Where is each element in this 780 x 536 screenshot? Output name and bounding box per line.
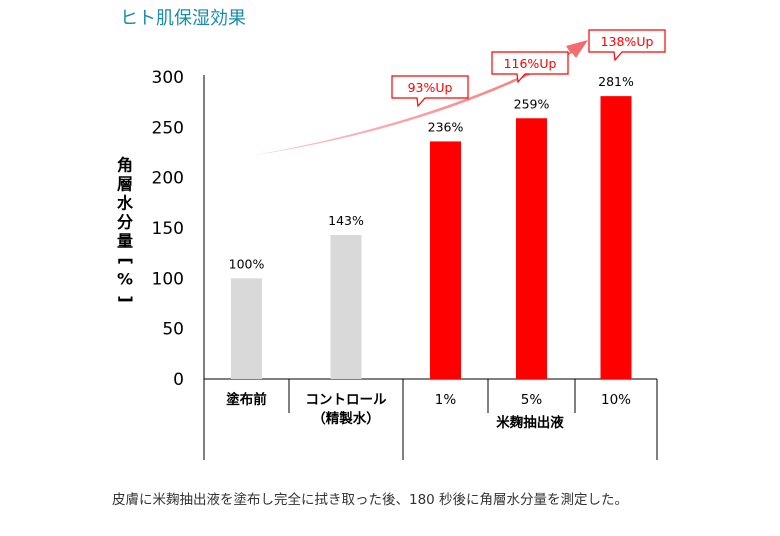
- value-label-5: 281%: [598, 74, 634, 89]
- group-label: 米麹抽出液: [496, 414, 564, 431]
- callout-text-2: 116%Up: [504, 56, 557, 71]
- bar-3: [430, 141, 461, 379]
- category-label-2: コントロール: [306, 392, 387, 408]
- y-axis-label-char: 層: [117, 175, 133, 194]
- callout-box-3: [588, 29, 666, 62]
- y-axis-label-char: 量: [117, 232, 133, 251]
- labels: 0 50 100 150 200 250 300 角層水分量 [%] 100% 143% 236% 25…: [117, 68, 634, 431]
- y-tick-label-100: 100: [152, 269, 184, 289]
- callout-text-3: 138%Up: [601, 34, 654, 49]
- callout-1: 93%Up: [391, 75, 469, 108]
- category-label-5: 10%: [601, 392, 631, 408]
- value-label-3: 236%: [428, 119, 464, 134]
- callout-2: 116%Up: [491, 51, 569, 84]
- y-axis-label-char: 分: [117, 213, 133, 232]
- bar-5: [600, 96, 632, 380]
- bar-2: [330, 235, 362, 379]
- y-axis-label-char: 角: [117, 156, 133, 175]
- category-label-4: 5%: [521, 392, 543, 408]
- y-axis-label-char: ]: [117, 295, 136, 302]
- callout-text-1: 93%Up: [408, 80, 453, 95]
- bar-4: [516, 118, 547, 380]
- y-axis-label-char: [: [117, 257, 136, 264]
- y-tick-label-200: 200: [152, 169, 184, 189]
- callout-box-1: [391, 75, 469, 108]
- y-tick-label-250: 250: [152, 118, 184, 138]
- y-tick-label-0: 0: [173, 370, 184, 390]
- annotations: 93%Up 116%Up 138%Up: [250, 29, 666, 156]
- value-label-4: 259%: [514, 96, 550, 111]
- bar-chart: 0 50 100 150 200 250 300 角層水分量 [%] 100% 143% 236% 25…: [117, 29, 666, 460]
- y-tick-label-300: 300: [152, 68, 184, 88]
- bars: [231, 96, 632, 380]
- callout-box-2: [491, 51, 569, 84]
- callout-3: 138%Up: [588, 29, 666, 62]
- y-axis-label-char: %: [117, 270, 133, 289]
- y-tick-label-50: 50: [162, 320, 184, 340]
- value-label-2: 143%: [328, 213, 364, 228]
- category-label-1: 塗布前: [226, 391, 267, 408]
- category-label-2: （精製水）: [312, 410, 380, 427]
- caption-text: 皮膚に米麹抽出液を塗布し完全に拭き取った後、180 秒後に角層水分量を測定した。: [112, 492, 629, 508]
- bar-1: [231, 278, 262, 379]
- value-label-1: 100%: [229, 256, 265, 271]
- y-axis-label-char: 水: [117, 194, 134, 213]
- page-heading: ヒト肌保湿効果: [120, 8, 246, 29]
- y-tick-label-150: 150: [152, 219, 184, 239]
- category-label-3: 1%: [435, 392, 457, 408]
